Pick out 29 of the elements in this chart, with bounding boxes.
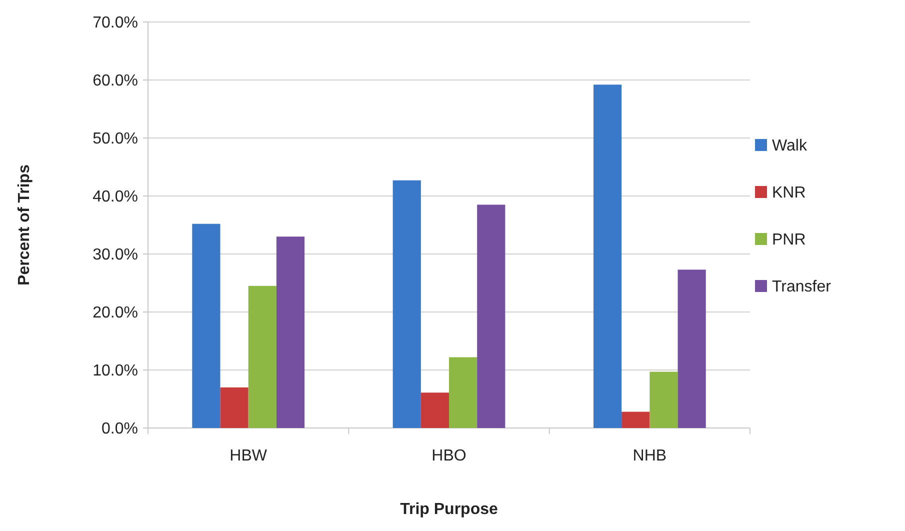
legend-label: PNR [772,232,806,249]
y-tick-label: 40.0% [92,188,138,206]
legend-label: Transfer [772,278,832,296]
bar [622,412,650,428]
y-tick-label: 30.0% [92,246,138,264]
y-tick-label: 60.0% [92,72,138,90]
y-tick-label: 0.0% [102,420,138,438]
bar [248,286,276,428]
legend-label: Walk [772,138,808,155]
bar [392,180,421,428]
y-tick-label: 20.0% [92,304,138,322]
x-tick-label: NHB [632,448,667,465]
y-tick-label: 50.0% [92,130,138,148]
bar [276,236,305,428]
y-tick-label: 70.0% [92,14,138,32]
x-axis-title: Trip Purpose [400,501,498,518]
legend-label: KNR [772,184,806,202]
bar [220,387,248,428]
x-tick-label: HBW [230,448,268,465]
bar [420,392,449,428]
bar [593,84,622,428]
bar [192,224,220,428]
y-tick-label: 10.0% [92,362,138,380]
bar [678,270,706,428]
bar [449,357,478,428]
x-tick-label: HBO [432,448,466,465]
bar [477,204,506,428]
bar [650,372,678,428]
y-axis-title: Percent of Trips [16,164,33,286]
